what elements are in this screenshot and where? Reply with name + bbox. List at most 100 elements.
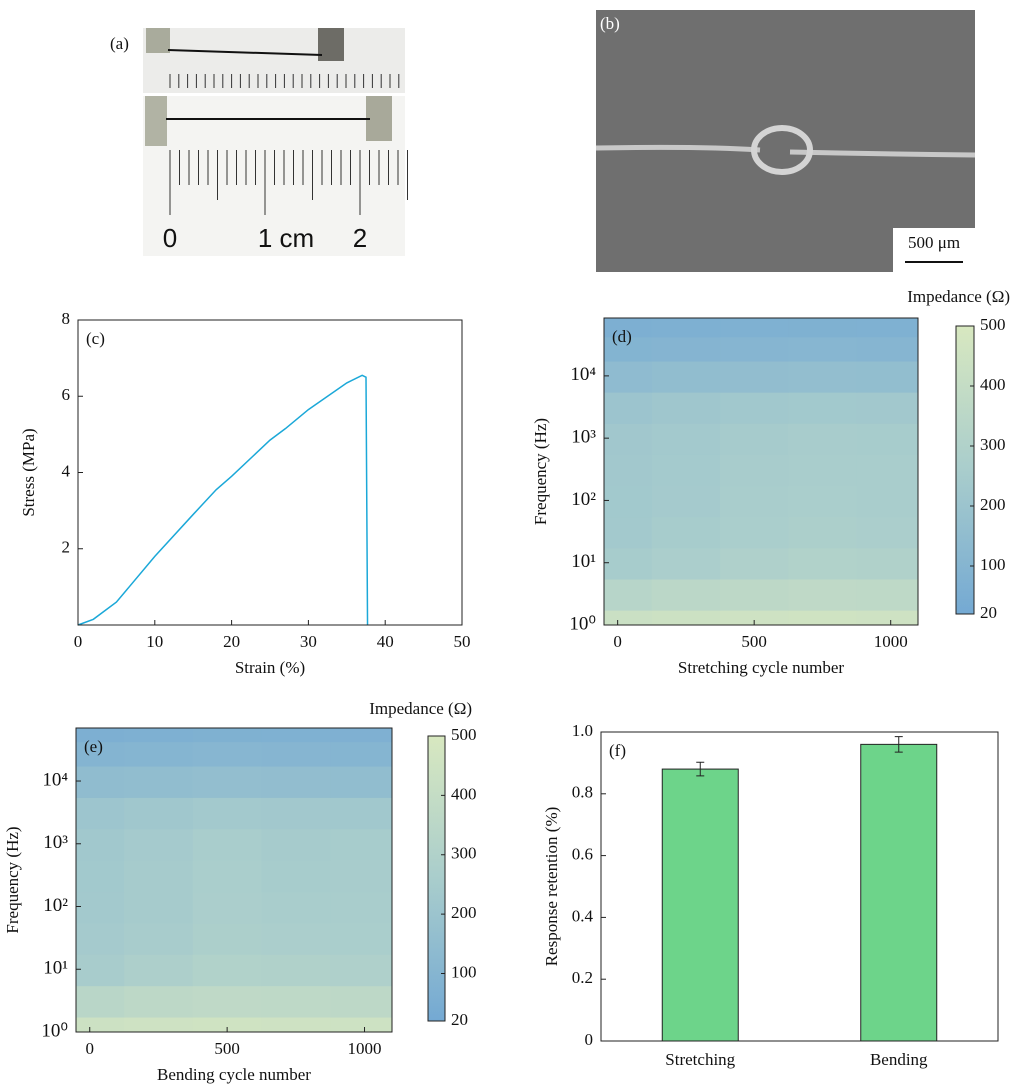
heat-cell (261, 797, 331, 830)
heat-cell (604, 318, 653, 338)
y-tick-label: 10² (43, 895, 68, 916)
heat-cell (651, 423, 721, 455)
heat-cell (788, 516, 858, 549)
y-tick-label: 10⁴ (570, 364, 596, 385)
error-bar (894, 736, 903, 753)
heat-cell (124, 860, 194, 893)
x-tick-label: 0 (613, 632, 622, 651)
x-axis-label: Stretching cycle number (678, 658, 845, 677)
heat-cell (651, 336, 721, 362)
heat-cell (651, 610, 721, 626)
photo-top (143, 28, 405, 93)
heat-cell (330, 891, 393, 924)
heat-cell (192, 1017, 262, 1033)
error-bar (696, 761, 705, 777)
ruler-label: 1 cm (258, 223, 314, 253)
heat-cell (856, 516, 919, 549)
heat-cell (261, 741, 331, 767)
y-tick-label: 10⁴ (42, 769, 68, 790)
colorbar-tick-label: 100 (451, 962, 477, 981)
chart: 0 10 20 30 40 50 2 4 6 8 (c) Strain (%) Stress (MPa) (19, 309, 471, 677)
clamp (366, 96, 392, 141)
x-tick-label: 1000 (348, 1039, 382, 1058)
heat-cell (76, 728, 125, 743)
heat-cell (330, 985, 393, 1018)
x-tick-label: 0 (85, 1039, 94, 1058)
line (77, 374, 369, 626)
heat-cell (124, 891, 194, 924)
y-axis-label: Frequency (Hz) (531, 418, 550, 525)
heat-cell (330, 1017, 393, 1033)
heat-cell (192, 797, 262, 830)
heat-cell (856, 485, 919, 518)
heat-cell (330, 860, 393, 893)
photo-b: (b) 500 μm (595, 10, 976, 272)
heat-cell (330, 766, 393, 798)
y-tick-label: 2 (62, 538, 71, 557)
heat-cell (261, 922, 331, 955)
colorbar (427, 735, 446, 1022)
clamp (318, 28, 344, 61)
x-axis-label: Bending cycle number (157, 1065, 311, 1084)
heat-cell (124, 985, 194, 1018)
y-tick-label: 1.0 (572, 721, 593, 740)
x-tick-label: 500 (214, 1039, 240, 1058)
scale-box (893, 228, 975, 272)
y-axis-label: Stress (MPa) (19, 428, 38, 516)
y-tick-label: 10⁰ (569, 613, 596, 634)
heat-cell (788, 610, 858, 626)
heat-cell (192, 728, 262, 743)
heat-cell (192, 985, 262, 1018)
heat-cell (604, 392, 653, 424)
heat-cell (261, 728, 331, 743)
y-tick-label: 10¹ (571, 551, 596, 572)
heat-cell (788, 547, 858, 580)
heat-cell (788, 454, 858, 487)
x-tick-label: 1000 (874, 632, 908, 651)
chart: 20 100 200 300 400 500 Impedance (Ω) 0 500 1000 10… (3, 699, 477, 1084)
axes-frame (75, 727, 393, 1033)
colorbar-tick-label: 500 (451, 725, 477, 744)
colorbar-tick-label: 300 (451, 844, 477, 863)
heat-cell (604, 336, 653, 362)
colorbar-label: Impedance (Ω) (907, 287, 1010, 306)
bar (860, 743, 938, 1042)
ruler-label: 2 (353, 223, 367, 253)
heat-cell (261, 766, 331, 798)
heat-cell (788, 392, 858, 424)
heat-cell (330, 954, 393, 987)
x-tick-label: 500 (741, 632, 767, 651)
colorbar-tick-label: 20 (980, 603, 997, 622)
heat-cell (261, 860, 331, 893)
y-tick-label: 10³ (571, 427, 596, 448)
colorbar (955, 325, 975, 615)
axes-frame (600, 731, 999, 1042)
heat-cell (192, 860, 262, 893)
x-tick-label: Bending (870, 1050, 928, 1069)
heat-cell (788, 423, 858, 455)
heat-cell (76, 954, 125, 987)
y-tick-label: 0.6 (572, 845, 593, 864)
heat-cell (720, 318, 789, 338)
heat-cell (788, 579, 858, 611)
heat-cell (651, 516, 721, 549)
heat-cell (76, 741, 125, 767)
heat-cell (330, 728, 393, 743)
heat-cell (651, 547, 721, 580)
heat-cell (76, 985, 125, 1018)
heat-cell (720, 392, 789, 424)
panel-label: (c) (86, 329, 105, 348)
heat-cell (720, 579, 789, 611)
heat-cell (651, 579, 721, 611)
heat-cell (124, 954, 194, 987)
clamp (145, 96, 167, 146)
x-tick-label: 50 (454, 632, 471, 651)
heat-cell (192, 891, 262, 924)
y-tick-label: 0 (585, 1030, 594, 1049)
x-tick-label: 30 (300, 632, 317, 651)
bar (661, 768, 739, 1042)
heat-cell (720, 454, 789, 487)
heat-cell (76, 1017, 125, 1033)
heat-cell (720, 610, 789, 626)
